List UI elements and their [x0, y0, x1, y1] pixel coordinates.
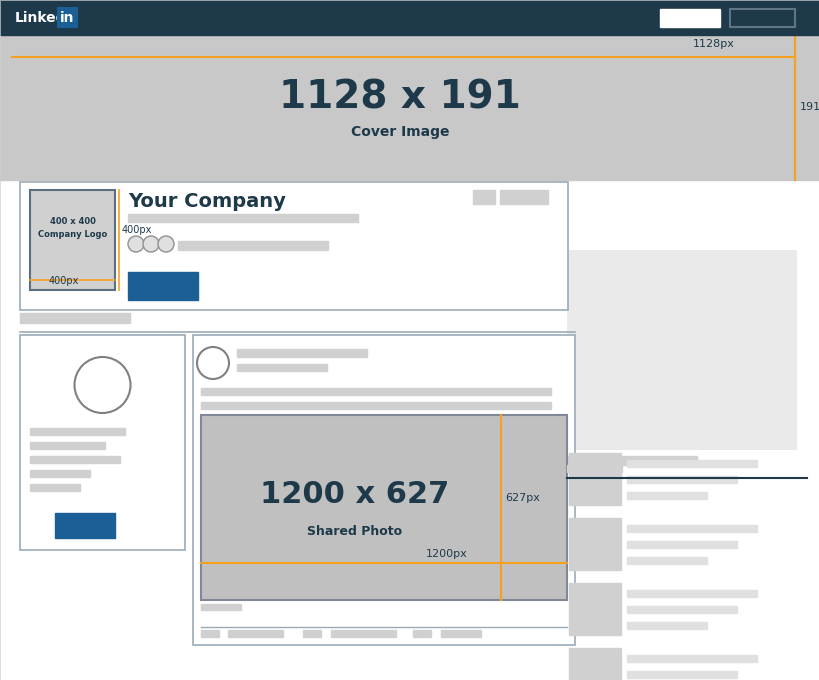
- Bar: [55, 513, 115, 538]
- Bar: [30, 470, 90, 477]
- Bar: [201, 604, 241, 610]
- Bar: [30, 456, 120, 463]
- Bar: [627, 655, 756, 662]
- Bar: [473, 190, 495, 204]
- Text: Company Logo: Company Logo: [38, 231, 107, 239]
- Circle shape: [75, 357, 130, 413]
- Text: Shared Photo: Shared Photo: [307, 525, 402, 538]
- Text: 627px: 627px: [505, 493, 540, 503]
- Bar: [237, 364, 327, 371]
- Bar: [568, 648, 620, 680]
- Bar: [128, 214, 358, 222]
- Bar: [228, 630, 283, 637]
- Circle shape: [158, 236, 174, 252]
- Bar: [566, 250, 796, 450]
- Bar: [413, 630, 431, 637]
- Bar: [627, 590, 756, 597]
- Text: Cover Image: Cover Image: [351, 125, 449, 139]
- Bar: [331, 630, 396, 637]
- Bar: [20, 313, 130, 323]
- Text: 400px: 400px: [122, 225, 152, 235]
- Bar: [659, 9, 719, 27]
- Bar: [201, 415, 566, 600]
- Bar: [627, 671, 736, 678]
- Text: 1200px: 1200px: [425, 549, 467, 559]
- Bar: [627, 541, 736, 548]
- Bar: [128, 272, 197, 300]
- Bar: [627, 525, 756, 532]
- Bar: [568, 518, 620, 570]
- Text: 400px: 400px: [49, 276, 79, 286]
- Bar: [30, 428, 124, 435]
- Text: 1128 x 191: 1128 x 191: [278, 78, 520, 116]
- Bar: [0, 0, 819, 35]
- Bar: [627, 460, 756, 467]
- Bar: [568, 583, 620, 635]
- Bar: [566, 465, 622, 472]
- Bar: [201, 416, 550, 423]
- Text: in: in: [60, 10, 75, 24]
- Bar: [20, 182, 568, 310]
- Bar: [303, 630, 320, 637]
- Bar: [237, 349, 367, 357]
- Text: Linked: Linked: [15, 10, 66, 24]
- Text: 191px: 191px: [799, 103, 819, 112]
- Bar: [201, 430, 450, 437]
- Circle shape: [197, 347, 229, 379]
- Bar: [627, 606, 736, 613]
- Bar: [627, 557, 706, 564]
- Bar: [178, 241, 328, 250]
- Text: 1200 x 627: 1200 x 627: [260, 480, 449, 509]
- Bar: [192, 335, 574, 645]
- Text: 1128px: 1128px: [692, 39, 734, 49]
- Text: Your Company: Your Company: [128, 192, 286, 211]
- Circle shape: [128, 236, 144, 252]
- Bar: [0, 35, 819, 180]
- Bar: [201, 630, 219, 637]
- Bar: [500, 190, 547, 204]
- Bar: [20, 335, 185, 550]
- Bar: [30, 484, 80, 491]
- Bar: [627, 476, 736, 483]
- Bar: [201, 402, 550, 409]
- Bar: [30, 442, 105, 449]
- Bar: [627, 622, 706, 629]
- Bar: [441, 630, 481, 637]
- Bar: [201, 388, 550, 395]
- Text: 400 x 400: 400 x 400: [49, 218, 95, 226]
- Bar: [729, 9, 794, 27]
- Bar: [568, 453, 620, 505]
- Bar: [30, 190, 115, 290]
- Bar: [627, 492, 706, 499]
- Circle shape: [143, 236, 159, 252]
- Bar: [566, 456, 696, 465]
